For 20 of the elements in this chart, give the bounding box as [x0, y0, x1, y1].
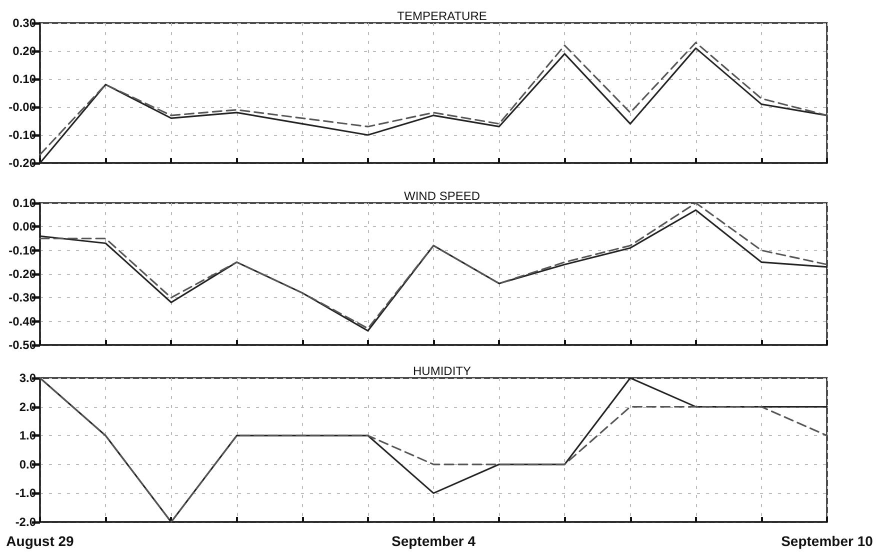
y-tick-label: -0.20 — [8, 267, 36, 281]
x-tick-label: August 29 — [6, 533, 74, 549]
x-tick-label: September 4 — [391, 533, 476, 549]
y-tick-label: 0.00 — [12, 220, 36, 234]
y-tick-label: 0.20 — [12, 44, 36, 58]
y-tick-label: 0.10 — [12, 72, 36, 86]
chart-title: HUMIDITY — [413, 364, 471, 378]
y-tick-label: -0.30 — [8, 290, 36, 305]
y-tick-label: 0.30 — [12, 16, 36, 30]
y-tick-label: -0.20 — [8, 156, 36, 170]
y-tick-label: -0.40 — [8, 314, 36, 328]
y-tick-label: 0.10 — [12, 196, 36, 210]
y-tick-label: -0.00 — [8, 100, 36, 114]
y-tick-label: -0.10 — [8, 243, 36, 258]
chart-title: WIND SPEED — [404, 189, 480, 203]
y-tick-label: -0.10 — [8, 128, 36, 142]
chart-title: TEMPERATURE — [397, 9, 487, 23]
y-tick-label: -0.50 — [8, 338, 36, 352]
x-tick-label: September 10 — [781, 533, 874, 549]
y-tick-label: -2.0 — [15, 515, 36, 529]
